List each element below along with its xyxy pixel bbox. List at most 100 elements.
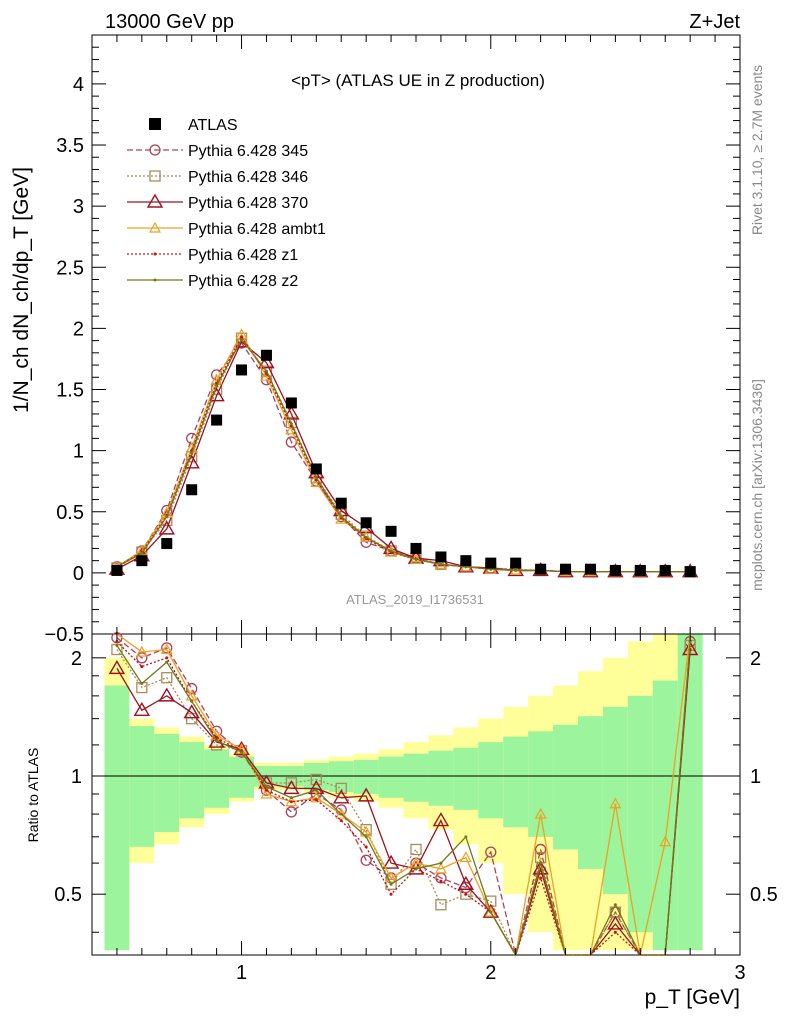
- ratio-point: [190, 699, 194, 703]
- data-point: [285, 436, 298, 448]
- band-inner-bin: [428, 750, 454, 806]
- data-point: [514, 568, 518, 572]
- legend-marker-atlas: [149, 118, 161, 130]
- legend-marker: [146, 193, 164, 208]
- data-point: [140, 551, 144, 555]
- ratio-point: [136, 652, 148, 664]
- band-inner-bin: [652, 680, 678, 951]
- ratio-point: [115, 640, 119, 644]
- ratio-point: [439, 861, 443, 865]
- ratio-point: [283, 779, 300, 795]
- y-tick-label: 3.5: [56, 135, 84, 157]
- ratio-point: [264, 785, 268, 789]
- ratio-point: [389, 892, 393, 896]
- ratio-point: [539, 876, 543, 880]
- band-inner-bin: [403, 753, 429, 802]
- ratio-point: [289, 800, 293, 804]
- data-point: [414, 557, 418, 561]
- legend-label: Pythia 6.428 346: [188, 169, 308, 186]
- ratio-point: [482, 903, 499, 918]
- atlas-point: [659, 564, 671, 576]
- atlas-point: [335, 497, 347, 509]
- data-point: [258, 354, 275, 369]
- ratio-point: [183, 704, 200, 719]
- band-inner-bin: [528, 731, 554, 837]
- data-point: [215, 384, 219, 388]
- atlas-point: [584, 563, 596, 575]
- ratio-series-layer: [108, 632, 699, 957]
- legend-marker: [153, 252, 157, 256]
- atlas-point: [211, 414, 223, 426]
- series-line: [116, 336, 691, 573]
- ratio-point: [357, 787, 375, 802]
- ratio-point: [314, 788, 318, 792]
- ratio-y-axis-label: Ratio to ATLAS: [25, 748, 41, 843]
- ratio-point: [260, 787, 273, 799]
- atlas-point: [535, 563, 547, 575]
- band-inner-bin: [303, 762, 329, 791]
- atlas-point: [460, 555, 472, 567]
- ratio-point: [310, 773, 322, 786]
- atlas-point: [410, 542, 422, 554]
- ratio-point: [364, 835, 368, 839]
- band-inner-bin: [677, 634, 703, 951]
- data-point: [240, 335, 244, 339]
- ratio-point: [289, 796, 293, 800]
- band-inner-bin: [378, 756, 404, 798]
- ratio-point: [432, 812, 450, 827]
- x-axis-label: p_T [GeV]: [645, 986, 740, 1009]
- atlas-point: [161, 538, 173, 550]
- ratio-point: [285, 806, 298, 818]
- tick-layer: −0.5 0 0.5 1 1.5 2 2.5 3 3.5 4 1 2 3 0.5 0.5 1 1 2 2: [45, 35, 778, 984]
- legend-label: Pythia 6.428 345: [188, 143, 308, 160]
- data-point: [165, 515, 169, 519]
- ratio-point: [534, 843, 547, 856]
- ratio-point: [360, 824, 372, 836]
- ratio-y-tick-label: 0.5: [54, 884, 82, 906]
- ratio-point: [457, 875, 475, 890]
- data-point: [507, 562, 524, 577]
- band-inner-bin: [503, 736, 529, 828]
- ratio-point: [613, 930, 617, 934]
- ratio-point: [434, 862, 447, 874]
- ratio-point: [385, 878, 397, 890]
- ratio-point: [484, 905, 497, 917]
- atlas-point: [609, 564, 621, 576]
- ratio-point: [489, 910, 493, 914]
- x-tick-label: 3: [734, 962, 745, 984]
- legend-label: Pythia 6.428 z2: [188, 273, 298, 290]
- ratio-point: [409, 856, 423, 868]
- y-tick-label: 0.5: [56, 502, 84, 524]
- atlas-point: [684, 566, 696, 578]
- band-inner-bin: [453, 747, 479, 810]
- legend-marker: [149, 170, 161, 182]
- ratio-y-tick-label-right: 1: [750, 766, 761, 788]
- chart-title: <pT> (ATLAS UE in Z production): [291, 71, 545, 90]
- y-tick-label: 4: [73, 74, 84, 96]
- ratio-point: [464, 835, 468, 839]
- y-tick-label: 3: [73, 196, 84, 218]
- data-point: [283, 405, 300, 420]
- band-inner-bin: [104, 685, 130, 951]
- legend-label: Pythia 6.428 z1: [188, 247, 298, 264]
- ratio-point: [240, 750, 244, 754]
- ratio-point: [161, 672, 173, 684]
- legend-marker: [153, 278, 157, 282]
- data-point: [240, 337, 244, 341]
- y-tick-label: 1: [73, 441, 84, 463]
- series-line: [116, 338, 691, 573]
- atlas-point: [510, 557, 522, 569]
- series-line: [116, 333, 691, 573]
- header-right: Z+Jet: [689, 11, 740, 33]
- ratio-point: [233, 740, 250, 755]
- ratio-point: [108, 659, 126, 675]
- band-inner-bin: [478, 742, 504, 819]
- atlas-point: [310, 463, 322, 475]
- ratio-point: [160, 643, 173, 655]
- band-inner-bin: [578, 716, 603, 869]
- ratio-point: [339, 819, 343, 823]
- ratio-point: [314, 798, 318, 802]
- data-point: [314, 476, 318, 480]
- ratio-point: [335, 807, 348, 819]
- ratio-point: [534, 807, 547, 819]
